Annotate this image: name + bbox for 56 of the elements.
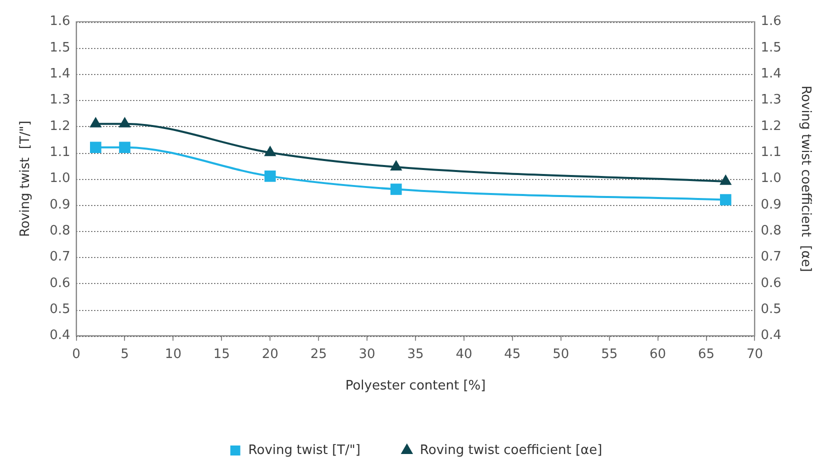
y2-tick-label: 0.7: [760, 250, 782, 265]
point: [90, 142, 102, 154]
x-tick-label: 35: [407, 346, 424, 362]
x-tick-label: 55: [601, 346, 618, 362]
x-tick-label: 45: [504, 346, 521, 362]
y2-tick-label: 0.5: [760, 302, 782, 318]
y2-axis-title: Roving twist coefficient [αe]: [798, 86, 813, 272]
y-tick-label: 1.1: [50, 145, 70, 160]
x-tick-label: 20: [262, 346, 278, 362]
point: [720, 194, 732, 206]
y2-tick-label: 1.4: [760, 66, 782, 82]
y-tick-label: 0.6: [50, 276, 70, 291]
y2-tick-label: 1.2: [760, 118, 782, 134]
x-tick-label: 50: [552, 346, 570, 362]
y-tick-label: 1.6: [50, 14, 70, 30]
y2-tick-label: 1.3: [760, 92, 782, 108]
x-axis-title: Polyester content [%]: [345, 378, 486, 394]
x-tick-label: 5: [120, 346, 129, 362]
point: [720, 174, 732, 185]
legend-label: Roving twist [T/"]: [248, 442, 360, 458]
y-tick-label: 1.3: [50, 92, 70, 108]
y2-tick-label: 0.9: [760, 197, 782, 212]
y2-tick-label: 1.1: [760, 145, 782, 160]
x-tick-label: 0: [72, 346, 80, 362]
point: [264, 146, 276, 156]
y2-tick-label: 1.5: [760, 40, 782, 56]
y-axis-title: Roving twist [T/"]: [18, 120, 34, 237]
y-tick-label: 0.7: [50, 250, 70, 265]
y-tick-label: 0.4: [50, 328, 70, 344]
y-tick-label: 1.4: [50, 66, 70, 82]
point: [119, 142, 130, 154]
y-tick-label: 1.0: [50, 171, 70, 186]
point: [390, 160, 402, 171]
y2-tick-label: 0.8: [760, 224, 782, 239]
x-tick-label: 25: [310, 346, 327, 362]
y2-tick-label: 1.6: [760, 14, 782, 30]
y-tick-label: 1.2: [50, 118, 70, 134]
x-tick-label: 70: [746, 346, 763, 362]
point: [90, 116, 102, 128]
x-tick-label: 65: [698, 346, 715, 362]
point: [390, 184, 402, 195]
y2-tick-label: 1.0: [760, 171, 782, 186]
y2-tick-label: 0.6: [760, 276, 782, 291]
x-tick-label: 40: [456, 346, 472, 362]
y2-tick-label: 0.4: [760, 328, 782, 344]
x-tick-label: 60: [650, 346, 666, 362]
y-tick-label: 1.5: [50, 40, 70, 56]
x-tick-label: 15: [213, 346, 230, 362]
x-tick-label: 30: [358, 346, 376, 362]
point: [264, 170, 276, 182]
x-tick-label: 10: [164, 346, 182, 362]
legend-label: Roving twist coefficient [αe]: [420, 442, 602, 458]
y-tick-label: 0.9: [50, 197, 70, 212]
y-tick-label: 0.5: [50, 302, 70, 318]
y-tick-label: 0.8: [50, 224, 70, 239]
point: [118, 116, 131, 128]
